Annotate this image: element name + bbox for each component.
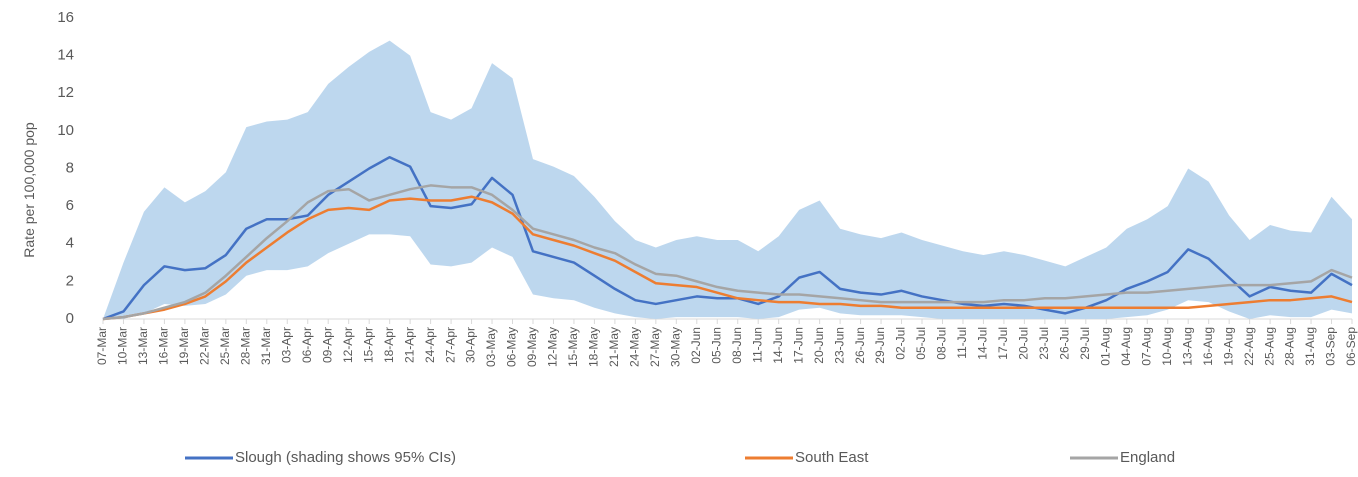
x-tick-label: 28-Mar <box>238 327 252 365</box>
x-tick-label: 05-Jun <box>709 327 723 364</box>
y-tick-label: 12 <box>57 84 74 101</box>
x-tick-label: 06-May <box>505 327 519 367</box>
x-tick-label: 15-May <box>566 327 580 367</box>
x-tick-label: 02-Jul <box>894 327 908 360</box>
x-tick-label: 14-Jun <box>771 327 785 364</box>
x-tick-label: 13-Mar <box>136 327 150 365</box>
x-tick-label: 26-Jul <box>1058 327 1072 360</box>
x-tick-label: 08-Jul <box>935 327 949 360</box>
x-tick-label: 23-Jul <box>1037 327 1051 360</box>
y-tick-label: 8 <box>66 159 74 176</box>
x-tick-label: 09-Apr <box>320 327 334 363</box>
x-tick-label: 11-Jun <box>750 327 764 363</box>
x-tick-label: 26-Jun <box>853 327 867 364</box>
line <box>102 184 1353 321</box>
x-tick-label: 25-Aug <box>1262 327 1276 366</box>
x-tick-label: 22-Aug <box>1242 327 1256 366</box>
x-tick-label: 31-Aug <box>1303 327 1317 366</box>
y-tick-label: 6 <box>66 197 74 214</box>
x-tick-label: 10-Aug <box>1160 327 1174 366</box>
x-tick-label: 28-Aug <box>1283 327 1297 366</box>
x-tick-label: 02-Jun <box>689 327 703 364</box>
x-tick-label: 30-May <box>668 327 682 367</box>
y-axis-label: Rate per 100,000 pop <box>21 122 37 258</box>
x-tick-label: 10-Mar <box>116 327 130 365</box>
x-tick-label: 14-Jul <box>976 327 990 360</box>
x-tick-label: 16-Mar <box>157 327 171 365</box>
y-tick-label: 10 <box>57 122 74 139</box>
x-tick-label: 15-Apr <box>361 327 375 363</box>
x-tick-label: 07-Aug <box>1139 327 1153 366</box>
y-tick-label: 16 <box>57 9 74 26</box>
x-tick-label: 04-Aug <box>1119 327 1133 366</box>
x-tick-label: 30-Apr <box>464 327 478 363</box>
x-tick-label: 01-Aug <box>1098 327 1112 366</box>
x-tick-label: 07-Mar <box>95 327 109 365</box>
x-tick-label: 03-Apr <box>279 327 293 363</box>
legend-label: England <box>1120 449 1175 466</box>
x-tick-label: 05-Jul <box>914 327 928 360</box>
y-tick-label: 4 <box>66 235 74 252</box>
x-tick-label: 16-Aug <box>1201 327 1215 366</box>
x-tick-label: 06-Apr <box>300 327 314 363</box>
x-tick-label: 11-Jul <box>955 327 969 359</box>
legend-label: South East <box>795 449 869 466</box>
x-tick-label: 03-May <box>484 327 498 367</box>
x-tick-label: 29-Jun <box>873 327 887 364</box>
x-tick-label: 17-Jun <box>791 327 805 364</box>
ci-band <box>103 40 1352 319</box>
x-tick-label: 24-May <box>628 327 642 367</box>
x-tick-label: 29-Jul <box>1078 327 1092 360</box>
x-tick-label: 17-Jul <box>996 327 1010 360</box>
x-tick-label: 09-May <box>525 327 539 367</box>
y-tick-label: 2 <box>66 272 74 289</box>
line <box>102 195 1353 321</box>
x-tick-label: 19-Aug <box>1221 327 1235 366</box>
x-tick-label: 20-Jun <box>812 327 826 364</box>
x-tick-label: 03-Sep <box>1324 327 1338 366</box>
x-tick-label: 22-Mar <box>198 327 212 365</box>
x-tick-label: 27-May <box>648 327 662 367</box>
y-tick-label: 0 <box>66 310 74 327</box>
x-tick-label: 13-Aug <box>1180 327 1194 366</box>
x-tick-label: 08-Jun <box>730 327 744 364</box>
x-tick-label: 31-Mar <box>259 327 273 365</box>
x-tick-label: 21-May <box>607 327 621 367</box>
x-tick-label: 18-May <box>587 327 601 367</box>
y-tick-label: 14 <box>57 47 74 64</box>
line <box>102 155 1353 321</box>
x-tick-label: 18-Apr <box>382 327 396 363</box>
x-tick-label: 27-Apr <box>443 327 457 363</box>
x-tick-label: 12-Apr <box>341 327 355 363</box>
x-tick-label: 06-Sep <box>1344 327 1358 366</box>
x-tick-label: 23-Jun <box>832 327 846 364</box>
x-tick-label: 25-Mar <box>218 327 232 365</box>
x-tick-label: 12-May <box>546 327 560 367</box>
legend-label: Slough (shading shows 95% CIs) <box>235 449 456 466</box>
x-tick-label: 19-Mar <box>177 327 191 365</box>
x-tick-label: 21-Apr <box>402 327 416 363</box>
x-tick-label: 24-Apr <box>423 327 437 363</box>
x-tick-label: 20-Jul <box>1017 327 1031 360</box>
